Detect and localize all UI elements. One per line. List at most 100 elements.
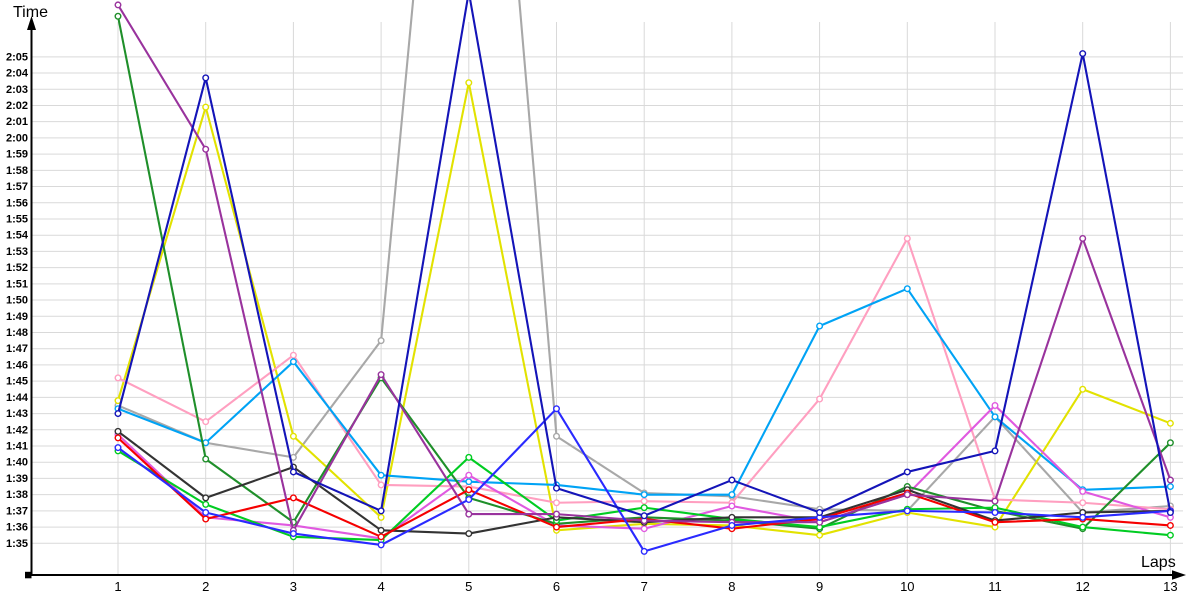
data-point-marker[interactable] — [377, 337, 385, 345]
data-point-marker[interactable] — [640, 491, 648, 499]
data-point-marker[interactable] — [377, 481, 385, 489]
data-point-marker[interactable] — [816, 508, 824, 516]
data-point-marker[interactable] — [728, 521, 736, 529]
data-point-marker[interactable] — [114, 427, 122, 435]
data-point-marker[interactable] — [640, 504, 648, 512]
data-point-marker[interactable] — [202, 508, 210, 516]
data-point-marker[interactable] — [728, 491, 736, 499]
data-point-marker[interactable] — [640, 525, 648, 533]
y-tick-label: 1:38 — [6, 489, 28, 501]
y-tick-label: 2:04 — [6, 68, 29, 80]
data-point-marker[interactable] — [465, 453, 473, 461]
data-point-marker[interactable] — [465, 471, 473, 479]
data-point-marker[interactable] — [114, 444, 122, 452]
data-point-marker[interactable] — [991, 447, 999, 455]
data-point-marker[interactable] — [1166, 439, 1174, 447]
data-point-marker[interactable] — [377, 533, 385, 541]
data-point-marker[interactable] — [289, 432, 297, 440]
data-point-marker[interactable] — [991, 413, 999, 421]
data-point-marker[interactable] — [553, 510, 561, 518]
series-sky-blue — [114, 285, 1174, 499]
data-point-marker[interactable] — [1166, 419, 1174, 427]
data-point-marker[interactable] — [202, 455, 210, 463]
data-point-marker[interactable] — [1079, 385, 1087, 393]
data-point-marker[interactable] — [289, 351, 297, 359]
series-dark-blue — [114, 0, 1174, 520]
x-tick-label: 5 — [465, 579, 472, 594]
data-point-marker[interactable] — [1166, 483, 1174, 491]
data-point-marker[interactable] — [640, 512, 648, 520]
y-tick-label: 2:00 — [6, 132, 28, 144]
data-point-marker[interactable] — [202, 145, 210, 153]
data-point-marker[interactable] — [640, 497, 648, 505]
data-point-marker[interactable] — [1079, 50, 1087, 58]
y-tick-label: 1:55 — [6, 213, 28, 225]
data-point-marker[interactable] — [553, 484, 561, 492]
data-point-marker[interactable] — [1079, 499, 1087, 507]
y-tick-label: 1:35 — [6, 538, 28, 550]
data-point-marker[interactable] — [1079, 234, 1087, 242]
data-point-marker[interactable] — [816, 531, 824, 539]
y-tick-label: 1:42 — [6, 424, 28, 436]
data-point-marker[interactable] — [991, 497, 999, 505]
data-point-marker[interactable] — [816, 322, 824, 330]
data-point-marker[interactable] — [903, 507, 911, 515]
data-point-marker[interactable] — [289, 494, 297, 502]
data-point-marker[interactable] — [1166, 476, 1174, 484]
data-point-marker[interactable] — [816, 395, 824, 403]
data-point-marker[interactable] — [114, 1, 122, 9]
data-point-marker[interactable] — [1166, 508, 1174, 516]
data-point-marker[interactable] — [114, 410, 122, 418]
x-tick-label: 10 — [900, 579, 914, 594]
data-point-marker[interactable] — [553, 405, 561, 413]
data-point-marker[interactable] — [114, 374, 122, 382]
x-tick-label: 3 — [290, 579, 297, 594]
data-point-marker[interactable] — [377, 507, 385, 515]
data-point-marker[interactable] — [903, 491, 911, 499]
data-point-marker[interactable] — [1079, 523, 1087, 531]
data-point-marker[interactable] — [1166, 531, 1174, 539]
data-point-marker[interactable] — [377, 471, 385, 479]
data-point-marker[interactable] — [991, 401, 999, 409]
y-tick-label: 1:47 — [6, 343, 28, 355]
data-point-marker[interactable] — [991, 508, 999, 516]
x-tick-label: 8 — [728, 579, 735, 594]
data-point-marker[interactable] — [202, 494, 210, 502]
data-point-marker[interactable] — [1166, 521, 1174, 529]
data-point-marker[interactable] — [202, 418, 210, 426]
y-tick-label: 1:44 — [6, 392, 29, 404]
data-point-marker[interactable] — [1079, 513, 1087, 521]
data-point-marker[interactable] — [1079, 487, 1087, 495]
data-point-marker[interactable] — [553, 499, 561, 507]
data-point-marker[interactable] — [553, 432, 561, 440]
data-point-marker[interactable] — [465, 510, 473, 518]
data-point-marker[interactable] — [728, 476, 736, 484]
data-point-marker[interactable] — [640, 547, 648, 555]
data-point-marker[interactable] — [202, 74, 210, 82]
data-point-marker[interactable] — [903, 285, 911, 293]
data-point-marker[interactable] — [202, 515, 210, 523]
data-point-marker[interactable] — [465, 530, 473, 538]
data-point-marker[interactable] — [465, 486, 473, 494]
data-point-marker[interactable] — [903, 468, 911, 476]
data-point-marker[interactable] — [728, 502, 736, 510]
data-point-marker[interactable] — [377, 371, 385, 379]
data-point-marker[interactable] — [289, 468, 297, 476]
y-tick-label: 1:57 — [6, 181, 28, 193]
data-point-marker[interactable] — [202, 103, 210, 111]
data-point-marker[interactable] — [289, 530, 297, 538]
data-point-marker[interactable] — [465, 79, 473, 87]
data-point-marker[interactable] — [289, 358, 297, 366]
data-point-marker[interactable] — [553, 523, 561, 531]
data-point-marker[interactable] — [114, 434, 122, 442]
data-point-marker[interactable] — [377, 513, 385, 521]
data-point-marker[interactable] — [202, 500, 210, 508]
data-point-marker[interactable] — [465, 478, 473, 486]
data-point-marker[interactable] — [377, 526, 385, 534]
data-point-marker[interactable] — [377, 541, 385, 549]
data-point-marker[interactable] — [465, 496, 473, 504]
data-point-marker[interactable] — [991, 518, 999, 526]
data-point-marker[interactable] — [903, 234, 911, 242]
data-point-marker[interactable] — [114, 12, 122, 20]
